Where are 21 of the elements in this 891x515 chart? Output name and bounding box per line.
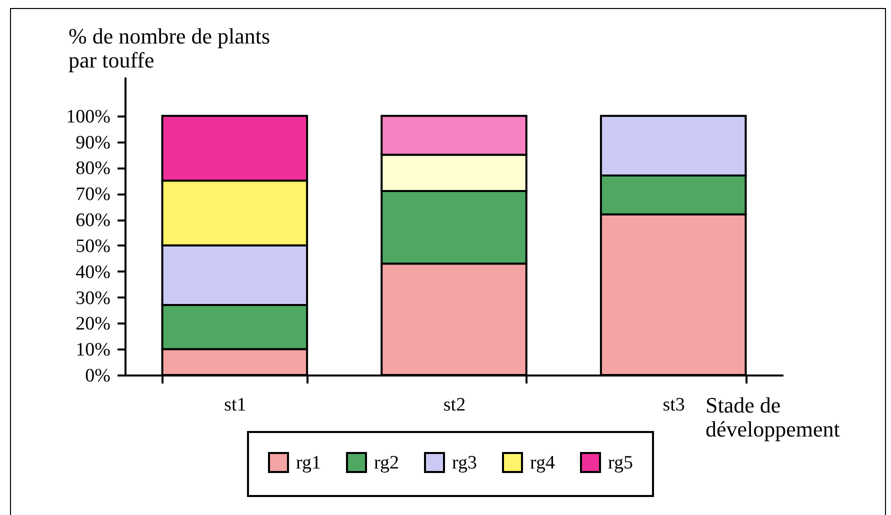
x-tick-label: st1 xyxy=(224,394,246,416)
y-tick-label: 70% xyxy=(76,184,111,206)
y-axis-title: % de nombre de plants par touffe xyxy=(68,24,270,72)
y-tick-label: 0% xyxy=(85,366,111,386)
y-tick-label: 50% xyxy=(76,236,111,257)
y-tick-label: 80% xyxy=(76,158,111,180)
y-tick-label: 90% xyxy=(76,132,111,154)
y-tick-label: 100% xyxy=(66,106,111,128)
x-tick-label: st3 xyxy=(662,394,685,416)
y-tick-label: 10% xyxy=(76,340,111,361)
legend-label: rg1 xyxy=(296,452,321,474)
y-tick-label: 30% xyxy=(76,288,111,309)
y-tick-label: 60% xyxy=(76,210,111,232)
legend-label: rg4 xyxy=(530,452,556,474)
legend-label: rg5 xyxy=(608,452,633,474)
x-axis-title: Stade de développement xyxy=(706,392,840,442)
y-tick-label: 20% xyxy=(76,314,111,335)
legend-label: rg3 xyxy=(452,452,477,474)
y-tick-label: 40% xyxy=(76,262,111,283)
x-tick-label: st2 xyxy=(443,394,466,416)
legend-label: rg2 xyxy=(374,452,399,474)
